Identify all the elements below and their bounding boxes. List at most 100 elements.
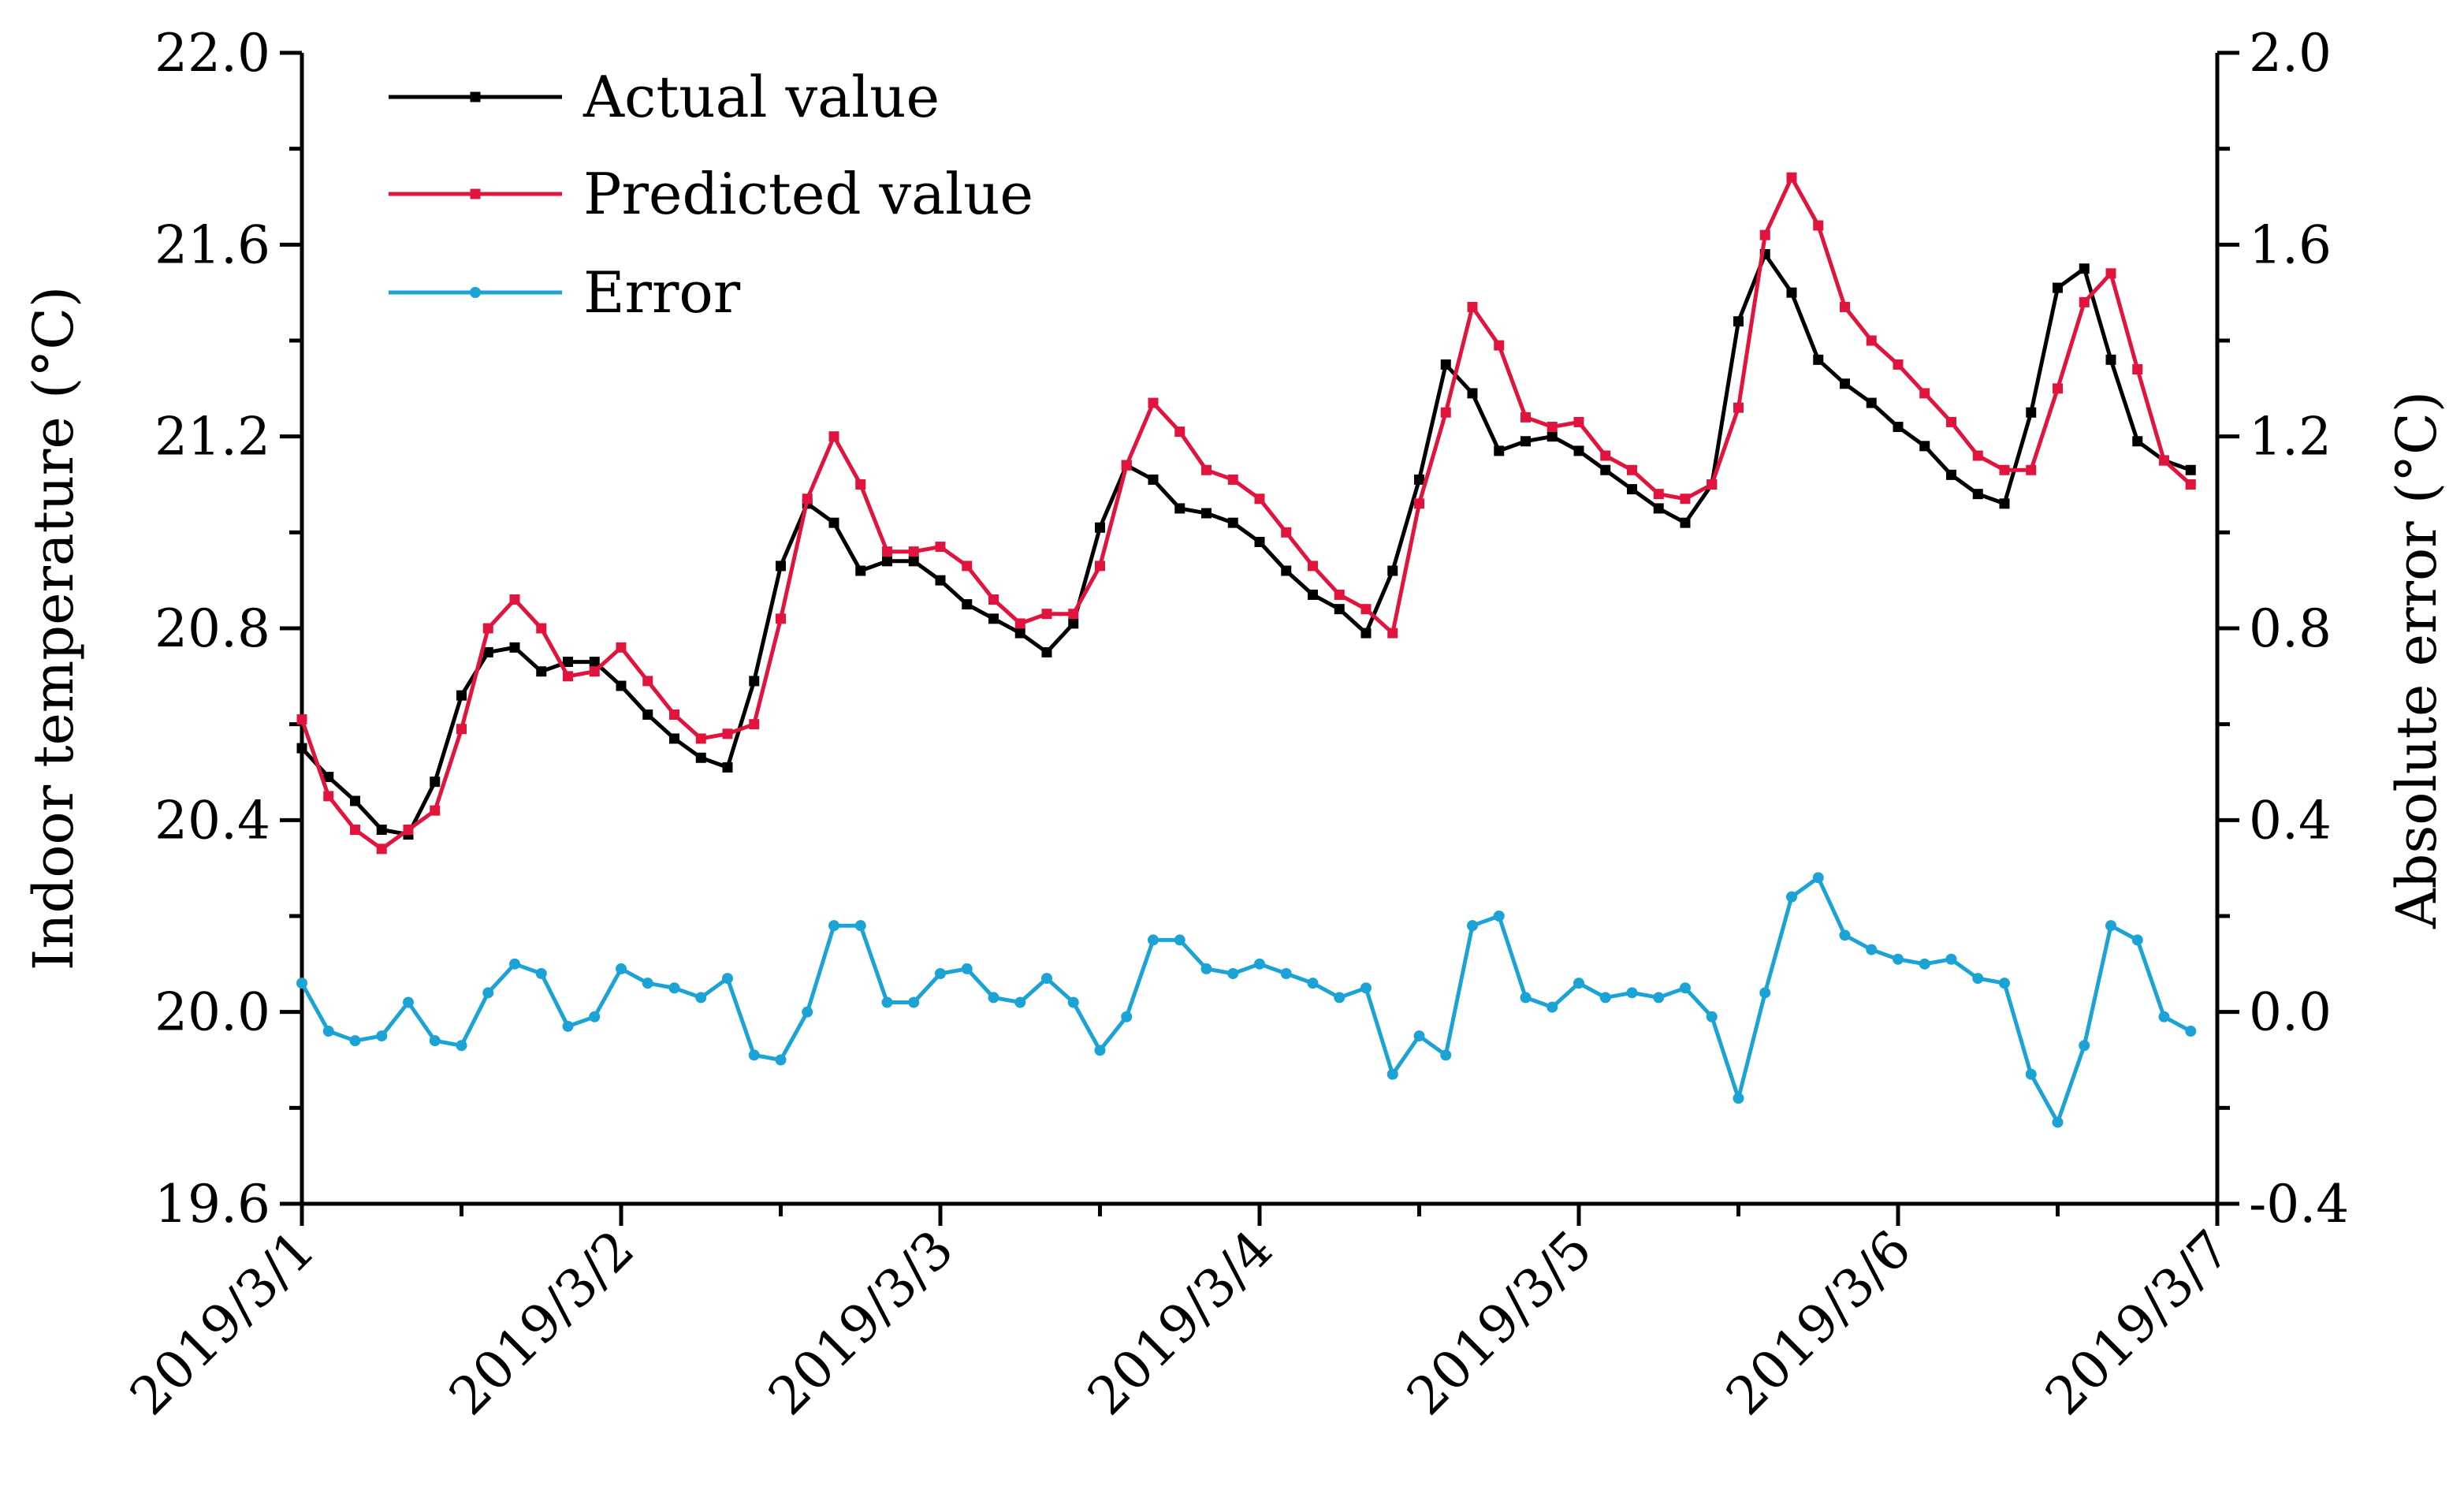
data-point <box>2132 436 2143 447</box>
series-line <box>300 252 2192 837</box>
data-point <box>456 690 467 701</box>
data-point <box>1999 978 2010 989</box>
data-point <box>1360 604 1372 615</box>
x-tick-label: 2019/3/7 <box>2034 1219 2242 1427</box>
plot-area <box>296 172 2197 1128</box>
data-point <box>1254 537 1265 547</box>
y-tick-label-left: 19.6 <box>154 1174 270 1235</box>
data-point <box>376 844 387 855</box>
data-point <box>908 996 920 1008</box>
data-point <box>2105 354 2116 365</box>
x-tick-label: 2019/3/1 <box>118 1219 326 1427</box>
data-point <box>376 825 387 835</box>
data-point <box>1360 628 1372 639</box>
data-point <box>961 963 973 974</box>
data-point <box>1200 963 1212 974</box>
data-point <box>323 772 334 783</box>
data-point <box>908 546 919 557</box>
data-point <box>349 1035 361 1047</box>
data-point <box>1893 422 1904 432</box>
data-point <box>563 657 573 668</box>
data-point <box>589 657 600 668</box>
data-point <box>1999 498 2010 509</box>
data-point <box>1148 397 1159 408</box>
data-point <box>1227 474 1238 485</box>
legend-item-predicted-value: Predicted value <box>389 161 1033 227</box>
data-point <box>563 671 573 682</box>
data-point <box>1467 301 1478 312</box>
data-point <box>2026 464 2037 475</box>
y-tick-label-right: -0.4 <box>2249 1174 2349 1235</box>
data-point <box>669 733 679 744</box>
data-point <box>1813 354 1824 365</box>
data-point <box>1307 978 1319 989</box>
data-point <box>1866 335 1877 346</box>
data-point <box>642 978 653 989</box>
data-point <box>1946 469 1956 480</box>
y-tick-label-right: 0.4 <box>2249 790 2332 851</box>
data-point <box>1148 934 1159 946</box>
data-point <box>1813 220 1824 231</box>
y-tick-label-left: 21.2 <box>154 407 270 467</box>
data-point <box>802 493 813 505</box>
data-point <box>403 825 414 835</box>
data-point <box>536 623 547 634</box>
data-point <box>403 996 414 1008</box>
data-point <box>1467 920 1478 932</box>
data-point <box>881 996 893 1008</box>
y-axis-title-right: Absolute error (°C) <box>2384 391 2449 929</box>
y-tick-label-left: 21.6 <box>154 214 270 275</box>
data-point <box>722 762 733 773</box>
data-point <box>1121 1011 1133 1022</box>
data-point <box>1733 1093 1744 1104</box>
data-point <box>882 546 892 557</box>
data-point <box>536 666 547 677</box>
data-point <box>1547 431 1558 442</box>
data-point <box>1919 958 1930 970</box>
data-point <box>1493 911 1505 922</box>
data-point <box>1733 402 1744 413</box>
data-point <box>1680 982 1691 994</box>
data-point <box>1972 450 1983 461</box>
data-point <box>1759 229 1770 240</box>
data-point <box>775 1054 787 1066</box>
data-point <box>1201 464 1212 475</box>
x-tick-label: 2019/3/6 <box>1714 1219 1922 1427</box>
legend-marker <box>470 287 481 298</box>
legend-marker <box>470 188 481 199</box>
legend: Actual value Predicted value Error <box>389 64 1033 326</box>
data-point <box>1945 953 1957 965</box>
data-point <box>1386 1068 1398 1080</box>
data-point <box>2105 920 2116 932</box>
data-point <box>616 963 627 974</box>
data-point <box>1707 479 1718 490</box>
data-point <box>589 666 600 677</box>
data-point <box>882 556 892 567</box>
data-point <box>1041 646 1052 657</box>
data-point <box>1201 508 1212 519</box>
y-axis-title-left: Indoor temperature (°C) <box>21 286 86 970</box>
data-point <box>616 642 627 653</box>
data-point <box>322 1026 334 1037</box>
data-point <box>1227 517 1238 528</box>
data-point <box>2158 1011 2170 1022</box>
data-point <box>722 973 733 985</box>
data-point <box>1095 522 1105 533</box>
data-point <box>1653 503 1664 514</box>
data-point <box>482 623 493 634</box>
data-point <box>854 920 866 932</box>
data-point <box>1014 996 1026 1008</box>
data-point <box>350 795 360 806</box>
data-point <box>1360 982 1372 994</box>
data-point <box>1600 450 1611 461</box>
data-point <box>828 517 839 528</box>
data-point <box>935 542 946 553</box>
data-point <box>1627 484 1637 495</box>
data-point <box>1174 426 1185 438</box>
legend-item-error: Error <box>389 259 741 326</box>
y-tick-label-left: 20.8 <box>154 598 270 659</box>
data-point <box>376 1030 388 1042</box>
data-point <box>1919 441 1930 452</box>
data-point <box>776 613 786 624</box>
series-predicted-value <box>296 172 2196 855</box>
